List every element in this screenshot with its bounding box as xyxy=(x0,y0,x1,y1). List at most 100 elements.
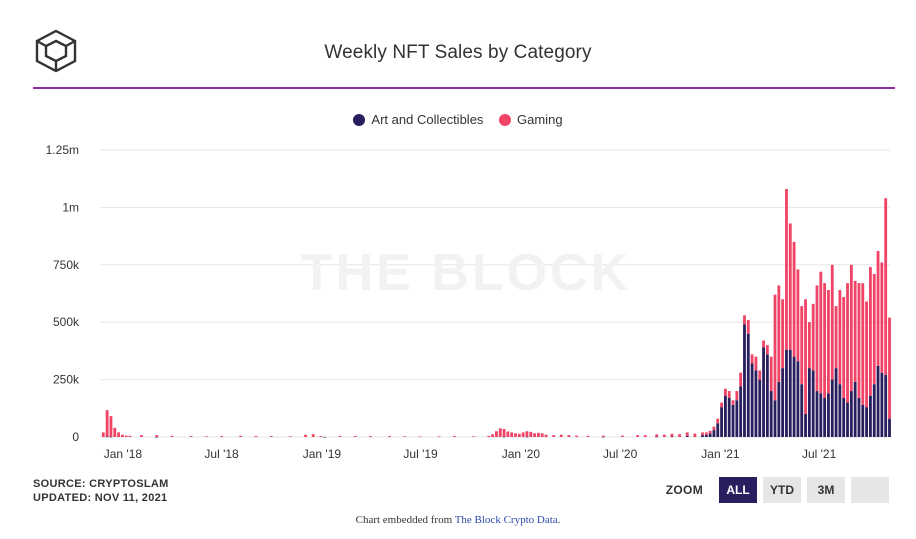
title-divider xyxy=(33,87,895,89)
bar-segment xyxy=(781,299,785,369)
bar-segment xyxy=(701,435,704,437)
bar-segment xyxy=(746,333,750,437)
bar-segment xyxy=(861,283,865,405)
bar-segment xyxy=(731,404,735,437)
bar-segment xyxy=(525,436,529,438)
bar-segment xyxy=(727,397,731,437)
bar-segment xyxy=(800,306,804,385)
bar-segment xyxy=(727,391,731,398)
legend-swatch-art xyxy=(353,114,366,126)
zoom-ytd-button[interactable]: YTD xyxy=(763,477,801,503)
embed-prefix: Chart embedded from xyxy=(355,514,455,526)
bar-segment xyxy=(762,340,765,348)
bar-segment xyxy=(876,365,880,437)
x-tick-label: Jan '21 xyxy=(701,447,740,461)
bar-segment xyxy=(888,317,891,419)
y-tick-label: 1m xyxy=(62,200,79,214)
bar-segment xyxy=(437,436,441,437)
bar-segment xyxy=(498,428,502,437)
bar-segment xyxy=(288,436,292,437)
zoom-blank-button[interactable] xyxy=(851,477,889,503)
bar-segment xyxy=(777,285,781,382)
bar-segment xyxy=(807,322,811,369)
bar-segment xyxy=(872,273,876,385)
bar-segment xyxy=(502,428,506,437)
legend-swatch-gaming xyxy=(499,114,512,126)
bar-segment xyxy=(708,430,712,434)
bar-segment xyxy=(804,414,807,437)
bar-segment xyxy=(838,290,842,385)
bar-segment xyxy=(155,435,159,437)
bar-segment xyxy=(655,434,659,437)
bar-segment xyxy=(796,269,800,362)
bar-segment xyxy=(758,370,762,380)
bar-segment xyxy=(827,290,830,394)
bar-segment xyxy=(857,283,861,398)
bar-segment xyxy=(765,345,769,355)
bar-segment xyxy=(189,436,193,437)
bar-segment xyxy=(113,427,117,437)
x-tick-label: Jan '18 xyxy=(104,447,143,461)
bar-segment xyxy=(743,315,746,325)
x-tick-label: Jul '21 xyxy=(802,447,837,461)
bar-segment xyxy=(827,393,830,437)
bar-segment xyxy=(815,391,819,437)
bar-segment xyxy=(510,432,514,437)
y-tick-label: 750k xyxy=(53,258,80,272)
bar-segment xyxy=(762,347,765,437)
bar-segment xyxy=(750,363,754,437)
bar-segment xyxy=(712,430,716,437)
bar-segment xyxy=(842,296,846,398)
bar-segment xyxy=(491,434,494,437)
bar-segment xyxy=(620,435,624,437)
embed-note: Chart embedded from The Block Crypto Dat… xyxy=(0,514,916,526)
bar-segment xyxy=(601,436,605,438)
bar-segment xyxy=(540,433,544,437)
embed-suffix: . xyxy=(557,514,561,526)
x-tick-label: Jan '19 xyxy=(303,447,342,461)
embed-link[interactable]: The Block Crypto Data xyxy=(454,514,558,526)
zoom-3m-button[interactable]: 3M xyxy=(807,477,845,503)
y-tick-label: 0 xyxy=(72,430,79,444)
bar-segment xyxy=(769,391,773,437)
bar-segment xyxy=(220,436,224,437)
bar-segment xyxy=(636,435,640,437)
bar-segment xyxy=(685,435,689,437)
bar-segment xyxy=(536,432,540,437)
bar-segment xyxy=(796,361,800,437)
legend-item-art[interactable]: Art and Collectibles xyxy=(353,112,483,127)
bar-segment xyxy=(353,436,357,437)
bar-segment xyxy=(769,356,773,392)
bar-segment xyxy=(846,283,849,403)
bar-segment xyxy=(880,372,884,437)
zoom-all-button[interactable]: ALL xyxy=(719,477,757,503)
bar-segment xyxy=(319,436,323,437)
bar-segment xyxy=(678,434,682,437)
bar-segment xyxy=(823,397,827,437)
y-axis-labels: 0 250k 500k 750k 1m 1.25m xyxy=(46,143,80,444)
bar-segment xyxy=(128,435,132,437)
bar-segment xyxy=(773,294,777,401)
bar-segment xyxy=(869,395,872,437)
bar-segment xyxy=(506,431,510,437)
bar-segment xyxy=(884,375,888,437)
bar-segment xyxy=(472,436,475,437)
bar-segment xyxy=(670,436,674,438)
bar-segment xyxy=(204,436,208,437)
bar-segment xyxy=(105,410,109,437)
bar-segment xyxy=(704,432,708,435)
bar-segment xyxy=(792,356,796,437)
bar-segment xyxy=(254,436,258,437)
legend-item-gaming[interactable]: Gaming xyxy=(499,112,563,127)
bar-segment xyxy=(403,436,407,437)
bar-segment xyxy=(704,434,708,437)
legend-label-gaming: Gaming xyxy=(517,112,563,127)
x-tick-label: Jul '20 xyxy=(603,447,638,461)
x-tick-label: Jul '19 xyxy=(403,447,438,461)
bar-segment xyxy=(304,434,307,437)
bar-segment xyxy=(601,435,605,437)
bar-segment xyxy=(739,386,743,437)
bar-segment xyxy=(369,436,372,437)
y-tick-label: 500k xyxy=(53,315,80,329)
bar-segment xyxy=(792,241,796,357)
